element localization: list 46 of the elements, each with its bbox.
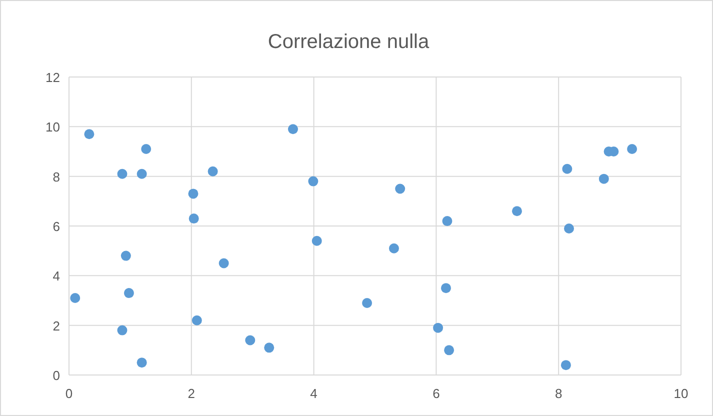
y-tick-label: 6 <box>52 219 60 234</box>
point <box>312 236 322 246</box>
point <box>362 298 372 308</box>
y-tick-label: 8 <box>52 169 60 184</box>
y-tick-label: 0 <box>52 368 60 383</box>
point <box>433 322 444 333</box>
point <box>288 124 298 134</box>
point <box>562 164 572 174</box>
point <box>440 283 451 294</box>
point <box>192 315 202 326</box>
x-tick-label: 8 <box>554 386 562 401</box>
point <box>136 358 147 368</box>
x-tick-label: 4 <box>310 386 318 401</box>
point <box>218 258 229 268</box>
point <box>388 243 399 254</box>
x-tick-label: 2 <box>188 386 196 401</box>
y-tick-label: 2 <box>52 318 60 334</box>
point <box>442 216 452 226</box>
y-tick-label: 12 <box>46 70 60 85</box>
point <box>117 168 128 179</box>
point <box>208 166 218 176</box>
point <box>564 223 574 234</box>
point <box>444 345 454 356</box>
point <box>117 325 128 336</box>
point <box>627 144 638 154</box>
point <box>136 168 147 179</box>
x-tick-label: 6 <box>432 386 440 401</box>
point <box>308 176 318 186</box>
point <box>188 188 198 199</box>
point <box>141 144 152 154</box>
point <box>245 335 256 346</box>
point <box>84 129 94 140</box>
y-tick-label: 10 <box>46 120 60 135</box>
point <box>188 214 199 224</box>
point <box>124 288 134 298</box>
x-tick-label: 10 <box>674 386 688 401</box>
point <box>264 342 274 353</box>
point <box>560 360 571 370</box>
point <box>120 250 131 261</box>
point <box>70 293 80 304</box>
y-tick-label: 4 <box>52 268 60 284</box>
point <box>395 184 406 194</box>
point <box>598 174 609 184</box>
point <box>512 206 522 216</box>
chart-title: Correlazione nulla <box>268 31 430 53</box>
x-tick-label: 0 <box>65 386 73 401</box>
